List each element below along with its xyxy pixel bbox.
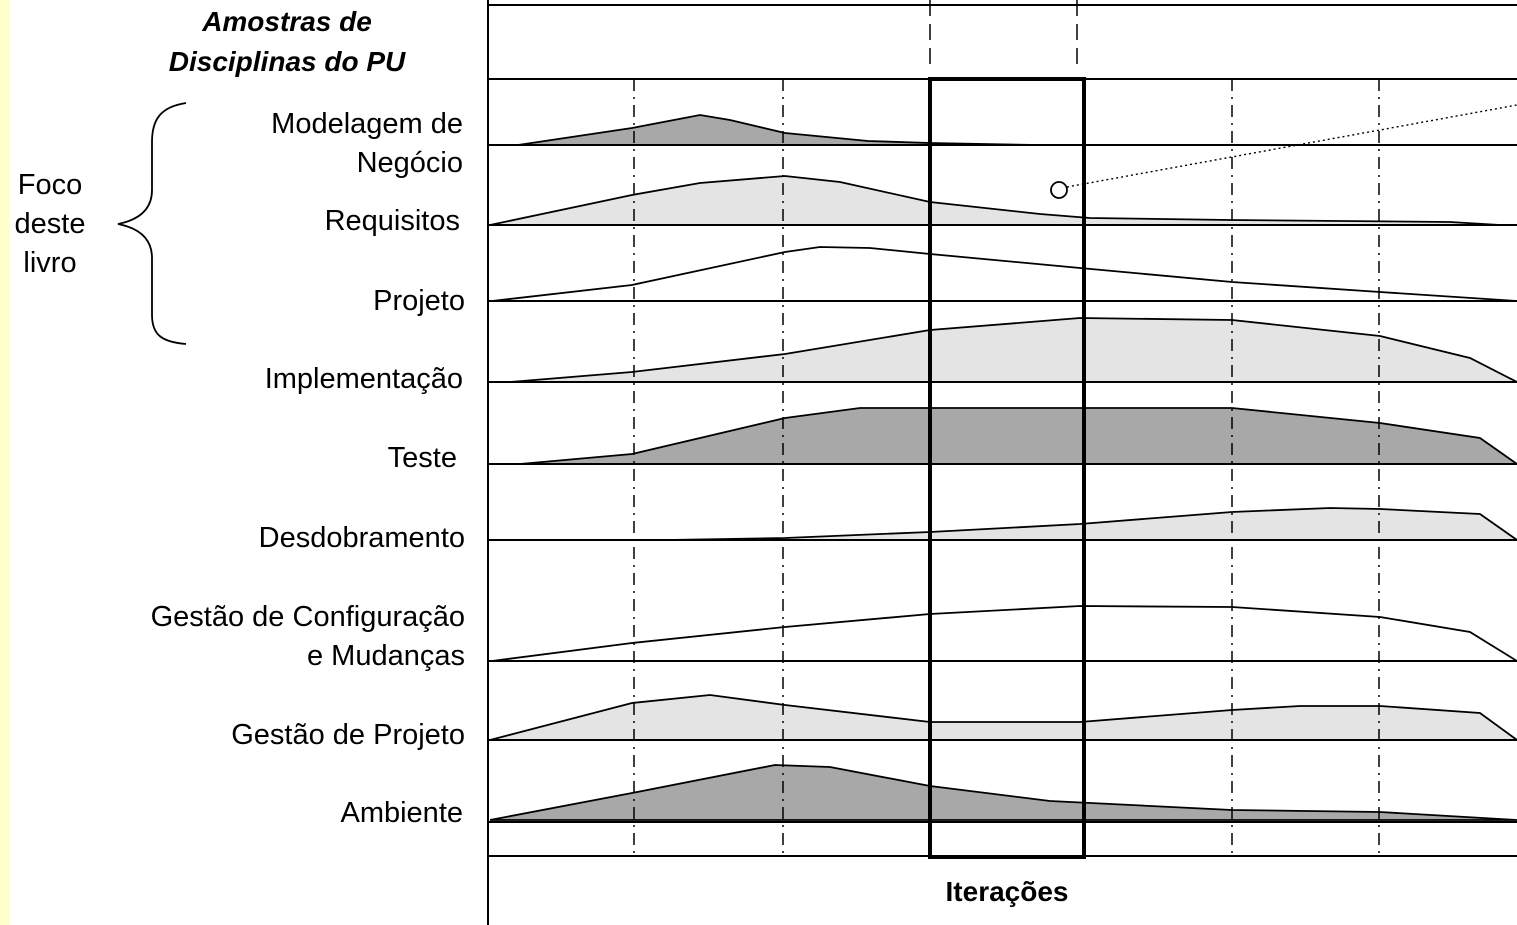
- annotation-circle: [1050, 181, 1068, 199]
- curve-modelagem-negocio: [517, 114, 1039, 146]
- focus-label-line-3: livro: [23, 247, 76, 279]
- curve-desdobramento: [666, 507, 1517, 541]
- curve-ambiente: [489, 764, 1517, 821]
- effort-curves: [489, 114, 1517, 821]
- focus-brace: [117, 102, 187, 345]
- highlighted-iteration-box: [928, 77, 1086, 859]
- discipline-label-requisitos: Requisitos: [325, 205, 460, 237]
- iterations-label: Iterações: [946, 876, 1069, 907]
- discipline-label-projeto: Projeto: [373, 285, 465, 317]
- discipline-label-desdobramento: Desdobramento: [259, 522, 465, 554]
- curve-requisitos: [489, 175, 1501, 226]
- discipline-label-implementacao: Implementação: [265, 363, 463, 395]
- header-line-1: Amostras de: [201, 6, 372, 37]
- left-margin-strip: [0, 0, 10, 925]
- discipline-label-gestao-config-2: e Mudanças: [307, 640, 465, 672]
- header-line-2: Disciplinas do PU: [169, 46, 406, 77]
- curve-implementacao: [509, 317, 1517, 383]
- focus-label-line-1: Foco: [18, 169, 82, 201]
- discipline-label-gestao-projeto: Gestão de Projeto: [231, 719, 465, 751]
- curve-gestao-configuracao: [491, 605, 1517, 662]
- annotation-leader: [1066, 104, 1517, 188]
- focus-label-line-2: deste: [15, 208, 86, 240]
- curve-teste: [519, 407, 1517, 465]
- discipline-label-ambiente: Ambiente: [340, 797, 463, 829]
- header-dividers: [929, 0, 1078, 66]
- discipline-label-teste: Teste: [388, 442, 457, 474]
- discipline-label-modelagem-2: Negócio: [357, 147, 463, 179]
- discipline-label-gestao-config-1: Gestão de Configuração: [151, 601, 465, 633]
- curve-gestao-projeto: [489, 694, 1517, 741]
- curve-projeto: [491, 246, 1517, 302]
- discipline-label-modelagem-1: Modelagem de: [271, 108, 463, 140]
